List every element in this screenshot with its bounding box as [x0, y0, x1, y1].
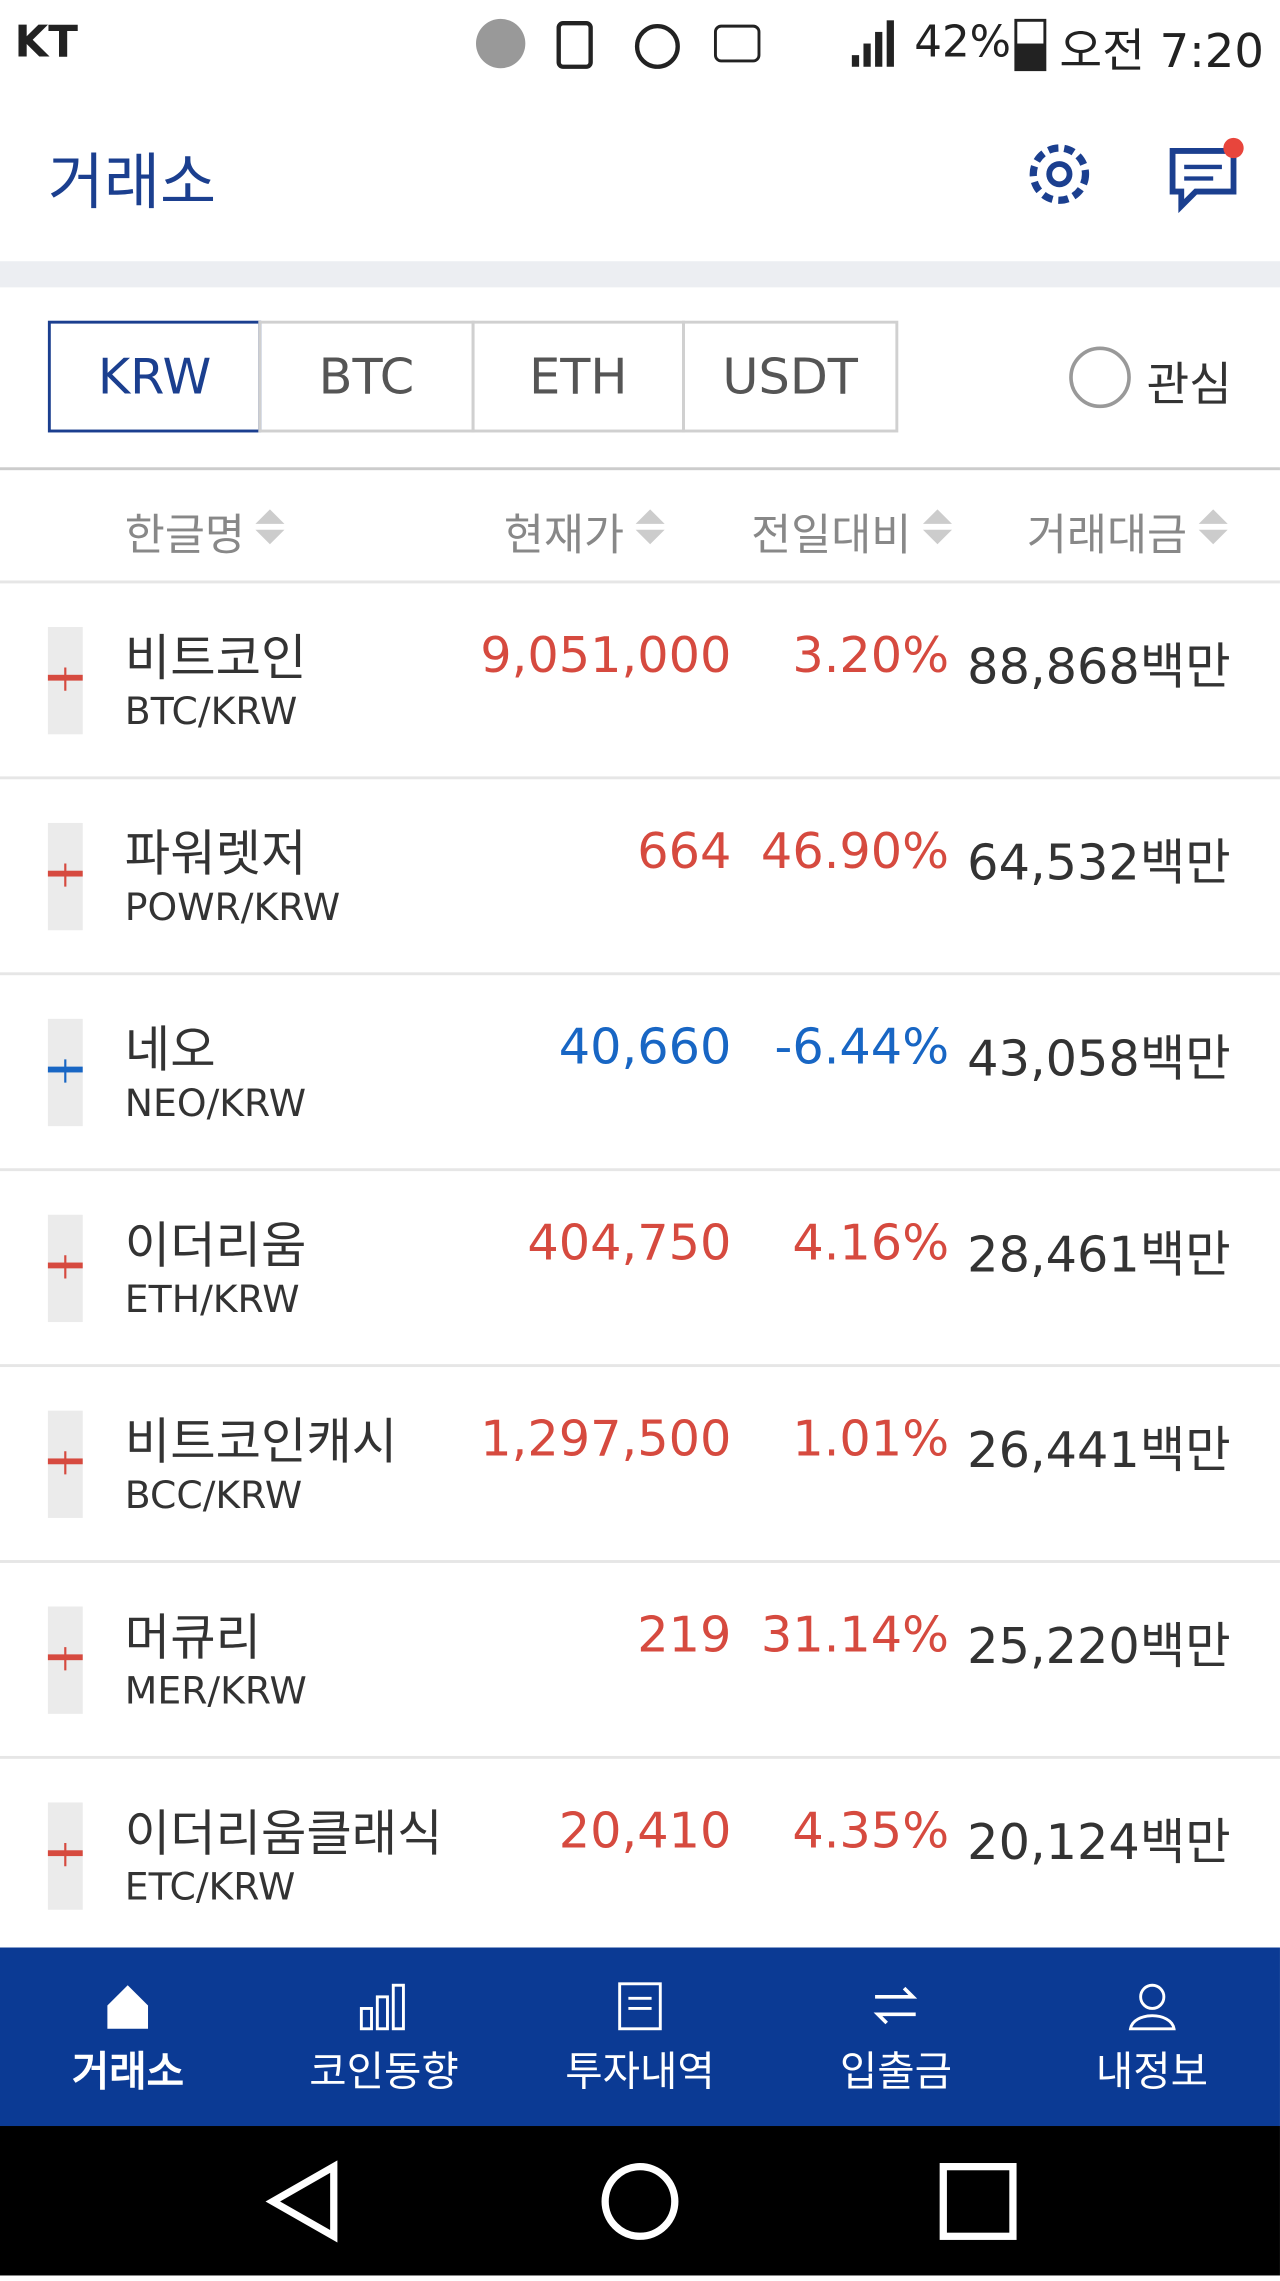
coin-pair: NEO/KRW [124, 1082, 307, 1127]
favorite-radio[interactable] [1067, 344, 1134, 411]
coin-row[interactable]: 머큐리 MER/KRW 219 31.14% 25,220백만 [0, 1560, 1280, 1756]
clock: 오전 7:20 [1059, 23, 1264, 79]
coin-row[interactable]: 비트코인 BTC/KRW 9,051,000 3.20% 88,868백만 [0, 580, 1280, 776]
candle-icon [47, 1214, 83, 1323]
nav-item[interactable]: 투자내역 [512, 1948, 768, 2126]
trade-volume: 43,058백만 [967, 1030, 1231, 1089]
nav-item[interactable]: 코인동향 [256, 1948, 512, 2126]
nav-label[interactable]: 코인동향 [309, 2047, 459, 2096]
battery-level: 42% [914, 17, 1012, 69]
coin-name: 이더리움클래식 [124, 1805, 443, 1864]
current-price: 404,750 [527, 1214, 732, 1273]
daily-change: 31.14% [760, 1606, 950, 1665]
column-title[interactable]: 전일대비 [751, 510, 912, 562]
coin-row[interactable]: 이더리움 ETH/KRW 404,750 4.16% 28,461백만 [0, 1168, 1280, 1364]
coin-pair: BTC/KRW [124, 690, 298, 735]
favorite-label[interactable]: 관심 [1146, 356, 1232, 413]
trade-volume: 25,220백만 [967, 1618, 1231, 1677]
coin-pair: MER/KRW [124, 1670, 307, 1714]
daily-change: -6.44% [774, 1018, 950, 1077]
daily-change: 4.35% [792, 1802, 950, 1861]
nav-icon [873, 1986, 918, 2025]
column-title[interactable]: 한글명 [124, 510, 245, 562]
divider [0, 261, 1280, 288]
sort-icon[interactable] [633, 505, 668, 549]
trade-volume: 28,461백만 [967, 1226, 1231, 1285]
candle-icon [47, 626, 83, 735]
nav-icon [1128, 1983, 1176, 2031]
nav-label[interactable]: 거래소 [71, 2047, 185, 2096]
trade-volume: 26,441백만 [967, 1422, 1231, 1481]
trade-volume: 64,532백만 [967, 834, 1231, 893]
system-buttons[interactable] [0, 2126, 1280, 2275]
trade-volume: 20,124백만 [967, 1814, 1231, 1873]
system-nav [0, 2126, 1280, 2276]
market-tab[interactable]: BTC [258, 320, 475, 433]
daily-change: 3.20% [792, 626, 950, 685]
column-title[interactable]: 현재가 [503, 510, 625, 562]
sort-icon[interactable] [1196, 505, 1231, 549]
bottom-nav: 거래소 코인동향 투자내역 입출금 내정보 [0, 1947, 1280, 2127]
coin-name: 파워렛저 [124, 825, 307, 884]
coin-row[interactable]: 비트코인캐시 BCC/KRW 1,297,500 1.01% 26,441백만 [0, 1364, 1280, 1560]
coin-pair: BCC/KRW [124, 1474, 303, 1518]
nav-label[interactable]: 입출금 [839, 2047, 953, 2096]
coin-row[interactable]: 네오 NEO/KRW 40,660 -6.44% 43,058백만 [0, 972, 1280, 1168]
nav-icon [107, 1985, 149, 2029]
coin-name: 머큐리 [124, 1609, 261, 1668]
candle-icon [47, 1606, 83, 1714]
candle-icon [47, 1018, 83, 1127]
coin-pair: ETH/KRW [124, 1278, 300, 1323]
candle-icon [47, 1410, 83, 1518]
coin-name: 비트코인 [124, 629, 307, 688]
status-bar: KT 42% 오전 7:20 [0, 0, 1280, 87]
daily-change: 46.90% [760, 822, 950, 881]
current-price: 20,410 [558, 1802, 732, 1861]
nav-icon [617, 1982, 662, 2031]
coin-row[interactable]: 파워렛저 POWR/KRW 664 46.90% 64,532백만 [0, 776, 1280, 972]
header-icons[interactable] [1016, 131, 1263, 218]
status-icons [475, 18, 894, 69]
daily-change: 1.01% [792, 1410, 950, 1469]
current-price: 9,051,000 [480, 626, 732, 685]
coin-name: 이더리움 [124, 1217, 307, 1276]
current-price: 40,660 [558, 1018, 732, 1077]
coin-name: 비트코인캐시 [124, 1413, 398, 1472]
carrier: KT [14, 17, 78, 69]
column-title[interactable]: 거래대금 [1026, 510, 1188, 562]
market-tab[interactable]: KRW [47, 320, 262, 433]
coin-pair: ETC/KRW [124, 1866, 296, 1910]
nav-label[interactable]: 투자내역 [565, 2047, 715, 2096]
sort-icon[interactable] [253, 505, 288, 549]
market-tab[interactable]: USDT [682, 320, 899, 433]
daily-change: 4.16% [792, 1214, 950, 1273]
coin-pair: POWR/KRW [124, 886, 341, 931]
trade-volume: 88,868백만 [967, 638, 1231, 697]
nav-icon [360, 1983, 406, 2031]
battery-icon [1014, 18, 1047, 72]
nav-item[interactable]: 입출금 [768, 1948, 1024, 2126]
page-title: 거래소 [47, 146, 217, 218]
coin-row[interactable]: 이더리움클래식 ETC/KRW 20,410 4.35% 20,124백만 [0, 1755, 1280, 1952]
coin-name: 네오 [124, 1021, 216, 1080]
nav-item[interactable]: 내정보 [1024, 1948, 1280, 2126]
sort-icon[interactable] [920, 505, 955, 549]
nav-item[interactable]: 거래소 [0, 1948, 256, 2126]
column-header: 한글명 현재가 전일대비 거래대금 [0, 467, 1280, 580]
current-price: 664 [637, 822, 732, 881]
market-tab[interactable]: ETH [471, 320, 685, 433]
candle-icon [47, 822, 83, 931]
nav-label[interactable]: 내정보 [1095, 2047, 1209, 2096]
current-price: 1,297,500 [480, 1410, 732, 1469]
candle-icon [47, 1802, 83, 1910]
current-price: 219 [637, 1606, 732, 1665]
